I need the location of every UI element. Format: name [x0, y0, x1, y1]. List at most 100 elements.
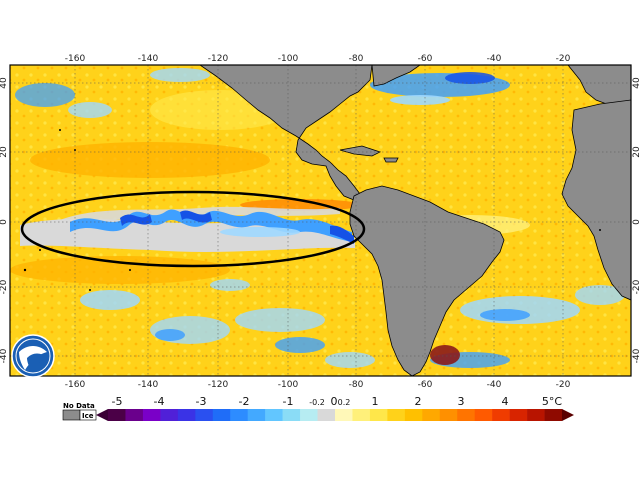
colorbar-segment [404, 409, 423, 421]
labrador [371, 65, 421, 87]
lat-label-left: -20 [0, 279, 9, 294]
north-america [199, 65, 373, 201]
hot-patch-patagonia [430, 345, 460, 365]
cold-core-1 [120, 214, 152, 226]
map-grid [10, 65, 631, 376]
cool-patch-south-3 [235, 308, 325, 332]
colorbar-segment [352, 409, 371, 421]
lat-label-right: 20 [632, 146, 640, 158]
warm-band-south [10, 256, 230, 284]
europe [567, 65, 631, 107]
colorbar-label: -3 [196, 395, 207, 408]
cool-patch-se-atlantic [575, 285, 625, 305]
warm-band-north [30, 142, 270, 178]
colorbar-label: 0.2 [338, 398, 351, 407]
lon-label-top: -20 [556, 54, 571, 64]
colorbar-label: -5 [112, 395, 123, 408]
no-data-swatch [62, 409, 81, 421]
lon-label-bottom: -40 [487, 380, 502, 390]
hispaniola [383, 157, 399, 163]
lat-label-right: -40 [632, 348, 640, 363]
africa [561, 99, 631, 301]
cool-patch-south-5 [325, 352, 375, 368]
colorbar-segment [439, 409, 458, 421]
colorbar-label: 3 [458, 395, 465, 408]
colorbar-segment [335, 409, 353, 421]
lat-label-right: -20 [632, 279, 640, 294]
colorbar-segment [265, 409, 283, 421]
anomaly-field [10, 65, 631, 376]
colorbar-label: 2 [415, 395, 422, 408]
lat-label-left: 20 [0, 146, 9, 158]
colorbar-segment [142, 409, 161, 421]
colorbar-label: 5°C [542, 395, 562, 408]
cool-fringe-north-atlantic [390, 95, 450, 105]
land [199, 65, 631, 376]
axis-ticks: -160 -140 -120 -100 -80 -60 -40 -20 -160… [0, 54, 640, 390]
colorbar-label: -0.2 [309, 398, 325, 407]
lon-label-top: -160 [65, 54, 86, 64]
cuba [339, 145, 382, 157]
colorbar-segment [230, 409, 248, 421]
colorbar-labels: -5 -4 -3 -2 -1 -0.2 0 0.2 1 2 3 4 5°C [112, 395, 563, 408]
noaa-logo-icon [11, 334, 55, 378]
colorbar-label: -1 [283, 395, 294, 408]
cool-core-north-atlantic [445, 72, 495, 84]
lat-label-right: 40 [632, 77, 640, 89]
lat-label-left: 40 [0, 77, 9, 89]
colorbar-segment [125, 409, 144, 421]
colorbar-segment [160, 409, 179, 421]
colorbar-label: -2 [239, 395, 250, 408]
cool-patch-south-1 [80, 290, 140, 310]
colorbar-segment [195, 409, 214, 421]
cool-core-south-2 [155, 329, 185, 341]
colorbar-segment [108, 409, 126, 421]
cold-core-coast [330, 225, 354, 244]
colorbar-label: 0 [331, 395, 338, 408]
colorbar-segment [317, 409, 336, 421]
lon-label-bottom: -60 [418, 380, 433, 390]
colorbar [96, 409, 574, 421]
colorbar-segment [492, 409, 510, 421]
cool-core-south-atlantic [480, 309, 530, 321]
lon-label-top: -120 [208, 54, 229, 64]
map-frame [9, 64, 632, 377]
colorbar-label: 4 [502, 395, 509, 408]
lon-label-bottom: -160 [65, 380, 86, 390]
colorbar-segment [457, 409, 475, 421]
colorbar-segment [527, 409, 545, 421]
lat-label-left: -40 [0, 348, 9, 363]
colorbar-segment [300, 409, 318, 421]
lon-label-top: -100 [278, 54, 299, 64]
legend-no-data-ice: No Data Ice [62, 402, 97, 421]
cold-core-2 [180, 210, 212, 223]
colorbar-segment [509, 409, 528, 421]
lon-label-top: -60 [418, 54, 433, 64]
colorbar-segment [177, 409, 196, 421]
colorbar-segment [247, 409, 266, 421]
south-america [349, 185, 505, 376]
colorbar-segment [387, 409, 406, 421]
lat-label-right: 0 [632, 219, 640, 225]
colorbar-segment [474, 409, 493, 421]
lon-label-bottom: -20 [556, 380, 571, 390]
ice-label: Ice [82, 412, 94, 420]
colorbar-segment [369, 409, 388, 421]
lon-label-top: -80 [349, 54, 364, 64]
cool-patch-south-4 [210, 279, 250, 291]
cool-patch-nw [15, 83, 75, 107]
lon-label-top: -40 [487, 54, 502, 64]
lon-label-bottom: -100 [278, 380, 299, 390]
colorbar-segment [422, 409, 441, 421]
cool-fringe-equator [220, 227, 300, 237]
neutral-band-upper [60, 206, 340, 226]
la-nina-highlight-ellipse [20, 190, 366, 268]
lon-label-top: -140 [138, 54, 159, 64]
colorbar-segment [212, 409, 231, 421]
lat-label-left: 0 [0, 219, 9, 225]
colorbar-label: -4 [154, 395, 165, 408]
colorbar-segment [282, 409, 301, 421]
lon-label-bottom: -80 [349, 380, 364, 390]
